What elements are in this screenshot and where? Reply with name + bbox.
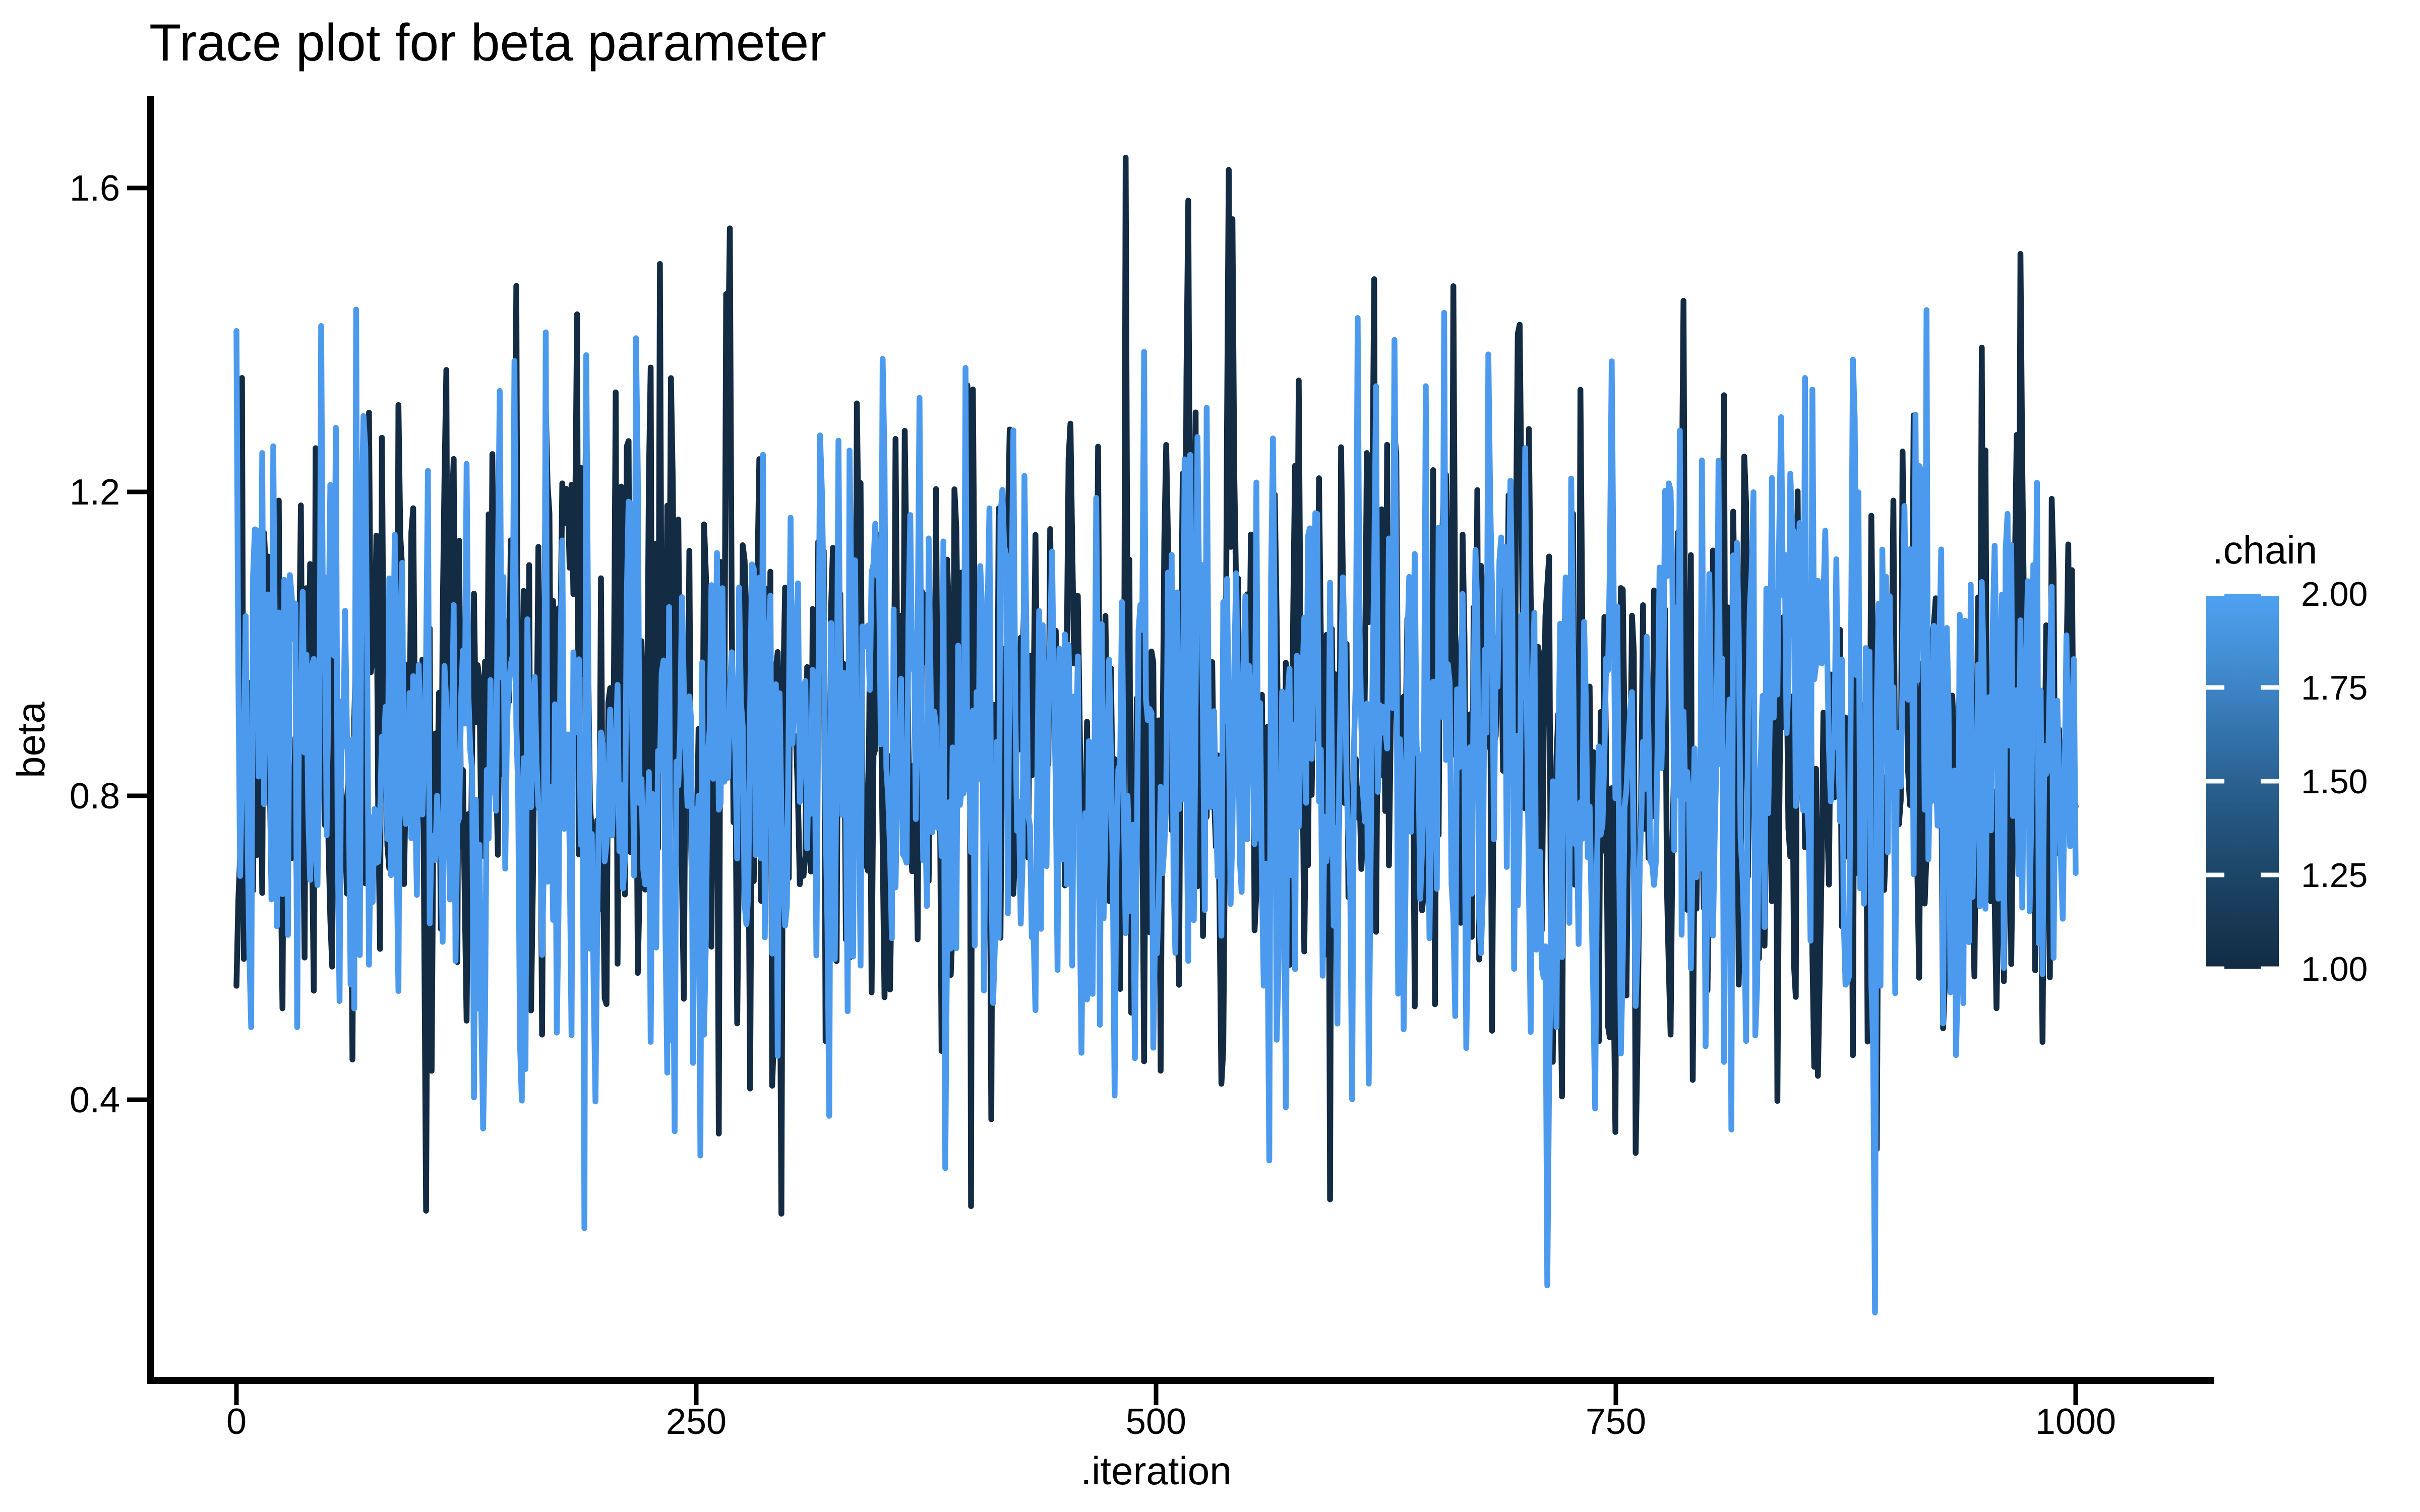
y-axis-line	[147, 96, 154, 1384]
x-tick	[1613, 1384, 1618, 1405]
legend-tick-marks	[2206, 594, 2279, 969]
x-tick-label: 750	[1586, 1402, 1646, 1442]
legend-tick-right	[2261, 779, 2279, 784]
trace-line-chain-2	[233, 306, 2079, 1315]
y-tick	[127, 489, 147, 494]
legend-tick-label: 1.75	[2301, 669, 2368, 707]
legend: .chain 2.00 1.75 1.50 1.25 1.00	[2206, 528, 2368, 988]
legend-tick-left	[2206, 966, 2224, 969]
legend-tick-right	[2261, 872, 2279, 877]
y-axis-ticks: 0.4 0.8 1.2 1.6	[70, 168, 147, 1120]
y-tick-label: 1.2	[70, 472, 120, 513]
x-axis-line	[147, 1377, 2214, 1384]
y-tick	[127, 793, 147, 798]
trace-lines	[233, 154, 2079, 1315]
y-tick	[127, 1097, 147, 1102]
x-tick	[694, 1384, 699, 1405]
legend-tick-right	[2261, 685, 2279, 690]
chart-title: Trace plot for beta parameter	[149, 14, 826, 72]
x-tick-label: 500	[1126, 1402, 1186, 1442]
legend-tick-left	[2206, 685, 2224, 690]
x-tick-label: 250	[666, 1402, 727, 1442]
y-tick-label: 0.8	[70, 776, 120, 816]
x-tick	[1154, 1384, 1159, 1405]
x-tick-label: 1000	[2035, 1402, 2116, 1442]
legend-tick-left	[2206, 779, 2224, 784]
y-tick	[127, 185, 147, 191]
x-tick	[2073, 1384, 2078, 1405]
legend-tick-right	[2261, 594, 2279, 596]
legend-tick-left	[2206, 872, 2224, 877]
y-tick-label: 1.6	[70, 168, 120, 209]
x-tick	[234, 1384, 239, 1405]
legend-tick-left	[2206, 594, 2224, 596]
legend-tick-labels: 2.00 1.75 1.50 1.25 1.00	[2301, 575, 2368, 988]
legend-title: .chain	[2212, 528, 2317, 572]
x-axis-ticks: 0 250 500 750 1000	[226, 1384, 2116, 1442]
legend-tick-label: 2.00	[2301, 575, 2368, 613]
legend-tick-right	[2261, 966, 2279, 969]
x-tick-label: 0	[226, 1402, 247, 1442]
legend-tick-label: 1.00	[2301, 950, 2368, 988]
y-tick-label: 0.4	[70, 1080, 120, 1120]
legend-tick-label: 1.50	[2301, 763, 2368, 801]
legend-tick-label: 1.25	[2301, 856, 2368, 895]
x-axis-title: .iteration	[1080, 1448, 1231, 1493]
y-axis-title: beta	[9, 701, 53, 778]
